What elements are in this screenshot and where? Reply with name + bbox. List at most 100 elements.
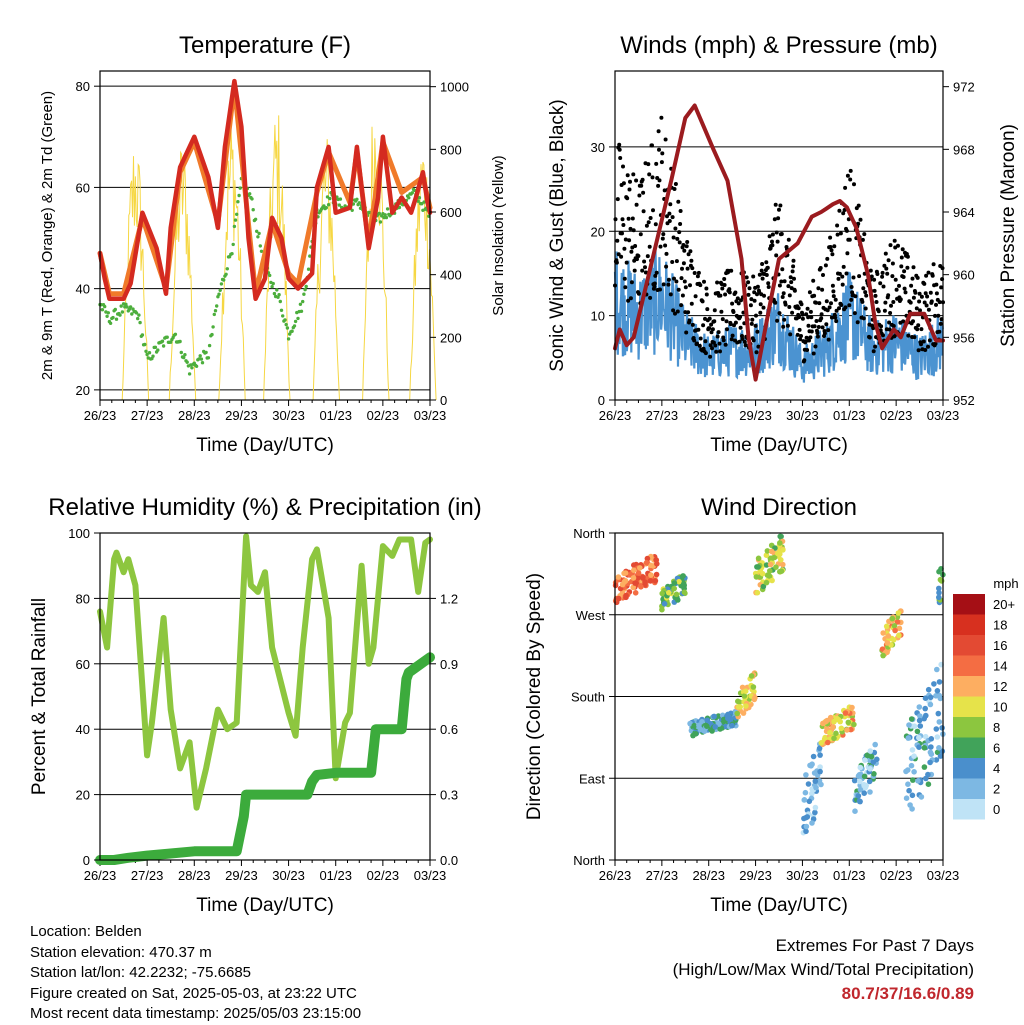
dewpoint-point <box>119 304 123 308</box>
wind-direction-point <box>868 753 875 760</box>
gust-point <box>731 310 736 314</box>
gust-point <box>818 266 823 270</box>
gust-point <box>937 329 942 334</box>
gust-point <box>804 335 809 340</box>
gust-point <box>685 266 690 271</box>
y-tick-label: 80 <box>76 591 90 606</box>
wind-direction-point <box>816 745 823 752</box>
dewpoint-point <box>183 353 187 357</box>
wind-direction-point <box>852 808 858 814</box>
gust-point <box>617 142 622 147</box>
legend-swatch <box>953 799 985 820</box>
gust-point <box>834 319 839 324</box>
gust-point <box>899 255 904 260</box>
wind-direction-point <box>905 735 912 741</box>
gust-point <box>650 175 655 180</box>
x-tick-label: 30/23 <box>272 868 305 883</box>
gust-point <box>634 202 639 207</box>
gust-point <box>695 341 699 346</box>
gust-point <box>710 327 715 332</box>
gust-point <box>659 160 664 165</box>
gust-point <box>829 315 834 320</box>
panel-title: Relative Humidity (%) & Precipitation (i… <box>48 494 481 521</box>
gust-point <box>686 310 691 315</box>
gust-point <box>808 335 813 340</box>
gust-point <box>831 289 836 294</box>
wind-direction-point <box>908 716 915 722</box>
gust-point <box>841 264 846 269</box>
gust-point <box>738 325 743 330</box>
dewpoint-point <box>301 299 305 304</box>
gust-point <box>679 276 684 281</box>
gust-point <box>775 239 780 244</box>
y-tick-label: West <box>576 608 606 623</box>
wind-direction-point <box>680 581 687 587</box>
dewpoint-point <box>293 319 298 324</box>
dewpoint-point <box>296 316 300 321</box>
gust-point <box>689 301 694 306</box>
gust-point <box>648 216 653 220</box>
gust-point <box>751 338 756 343</box>
y-axis-label: Percent & Total Rainfall <box>29 598 50 795</box>
gust-point <box>709 330 714 335</box>
dewpoint-point <box>407 196 411 200</box>
gust-point <box>620 217 625 222</box>
legend-label: 6 <box>993 741 1000 756</box>
wind-direction-point <box>806 798 813 805</box>
wind-direction-point <box>735 698 741 705</box>
legend-swatch <box>953 635 985 656</box>
gust-point <box>829 301 833 306</box>
wind-direction-point <box>936 589 942 596</box>
station-location: Location: Belden <box>30 923 142 940</box>
gust-point <box>652 281 657 286</box>
gust-point <box>926 307 931 312</box>
legend-label: 18 <box>993 618 1007 633</box>
wind-direction-point <box>818 740 825 746</box>
gust-point <box>892 238 897 243</box>
x-tick-label: 28/23 <box>692 408 725 423</box>
dewpoint-point <box>284 322 288 327</box>
wind-direction-point <box>922 695 929 701</box>
wind-direction-point <box>910 777 916 783</box>
wind-direction-point <box>863 782 869 789</box>
gust-point <box>625 173 630 178</box>
temp-9m-line <box>97 83 433 297</box>
gust-point <box>779 232 784 236</box>
gust-point <box>770 243 775 248</box>
dewpoint-point <box>222 278 226 282</box>
gust-point <box>880 270 885 275</box>
dewpoint-point <box>156 348 160 352</box>
gust-point <box>873 293 878 298</box>
gust-point <box>884 266 889 271</box>
dewpoint-point <box>355 197 359 201</box>
y-tick-label: 60 <box>76 180 90 195</box>
gust-point <box>617 147 622 152</box>
station-info: Location: Belden Station elevation: 470.… <box>30 922 361 1025</box>
dewpoint-point <box>213 309 218 313</box>
x-tick-label: 26/23 <box>84 868 117 883</box>
wind-direction-point <box>810 753 817 760</box>
dewpoint-point <box>124 302 128 306</box>
gust-point <box>628 296 633 301</box>
gust-point <box>773 202 778 207</box>
gust-point <box>715 334 720 339</box>
gust-point <box>658 244 663 249</box>
wind-direction-point <box>652 578 659 584</box>
gust-point <box>740 336 745 341</box>
gust-point <box>728 322 733 327</box>
x-tick-label: 30/23 <box>272 408 305 423</box>
gust-point <box>656 183 661 188</box>
y2-tick-label: 0.3 <box>440 788 458 803</box>
y2-tick-label: 972 <box>953 80 975 95</box>
gust-point <box>625 196 630 201</box>
wind-direction-point <box>907 802 913 808</box>
gust-point <box>786 284 791 289</box>
gust-point <box>687 318 692 323</box>
gust-point <box>790 269 795 274</box>
wind-direction-point <box>906 787 912 794</box>
gust-point <box>644 223 649 228</box>
gust-point <box>815 331 820 335</box>
dewpoint-point <box>231 242 235 247</box>
gust-point <box>799 302 804 307</box>
gust-point <box>899 264 904 269</box>
